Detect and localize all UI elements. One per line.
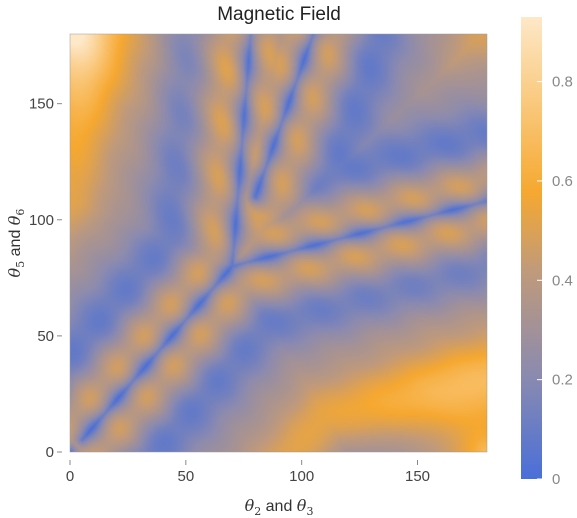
y-tick-label: 0 (46, 444, 54, 461)
x-tick-label: 100 (289, 468, 314, 485)
colorbar (521, 17, 542, 479)
x-axis-label: θ2 and θ3 (245, 496, 314, 518)
y-axis-ticks: 0 50 100 150 (29, 96, 62, 461)
colorbar-ticks: 0 0.2 0.4 0.6 0.8 (537, 74, 573, 488)
x-axis-ticks: 0 50 100 150 (66, 460, 430, 485)
x-tick-label: 50 (177, 468, 194, 485)
colorbar-tick-label: 0.6 (552, 173, 573, 190)
x-tick-label: 0 (66, 468, 74, 485)
colorbar-tick-label: 0.8 (552, 74, 573, 91)
plot-frame (69, 33, 488, 453)
y-tick-label: 100 (29, 212, 54, 229)
colorbar-tick-label: 0.2 (552, 372, 573, 389)
colorbar-tick-label: 0.4 (552, 272, 573, 289)
chart-title: Magnetic Field (217, 4, 341, 25)
x-tick-label: 150 (405, 468, 430, 485)
colorbar-tick-label: 0 (552, 471, 560, 488)
heatmap-plot-area (70, 34, 487, 452)
y-tick-label: 150 (29, 96, 54, 113)
y-axis-label: θ5 and θ6 (5, 209, 27, 278)
y-tick-label: 50 (37, 328, 54, 345)
